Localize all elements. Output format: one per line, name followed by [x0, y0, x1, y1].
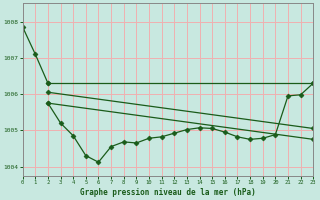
X-axis label: Graphe pression niveau de la mer (hPa): Graphe pression niveau de la mer (hPa) — [80, 188, 256, 197]
